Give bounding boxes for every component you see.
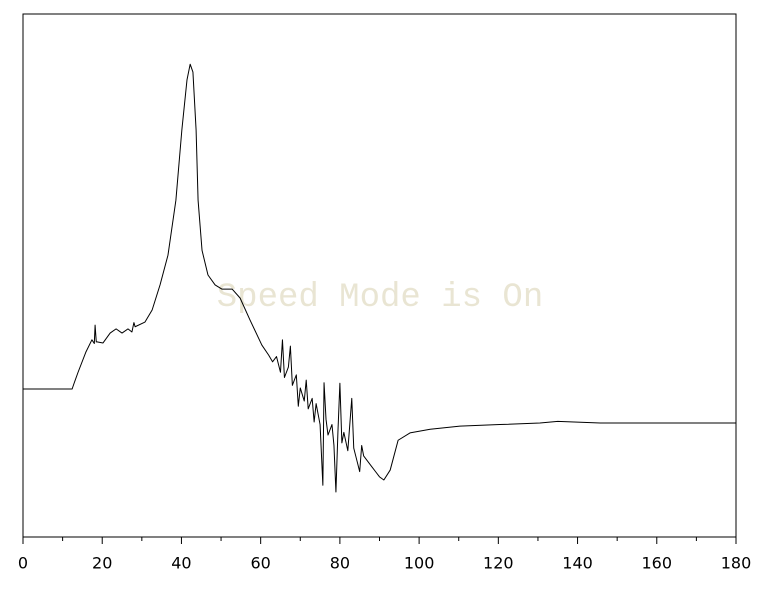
x-tick-label: 80	[330, 554, 350, 573]
x-tick-label: 140	[562, 554, 593, 573]
data-line	[23, 63, 736, 493]
x-tick-label: 40	[171, 554, 191, 573]
plot-frame	[22, 13, 737, 538]
x-tick-label: 160	[642, 554, 673, 573]
watermark: Speed Mode is On	[217, 279, 543, 317]
x-tick-label: 100	[404, 554, 435, 573]
x-tick-label: 120	[483, 554, 514, 573]
x-tick-label: 180	[721, 554, 752, 573]
x-tick-label: 60	[250, 554, 270, 573]
x-tick-label: 20	[92, 554, 112, 573]
x-tick-label: 0	[18, 554, 28, 573]
